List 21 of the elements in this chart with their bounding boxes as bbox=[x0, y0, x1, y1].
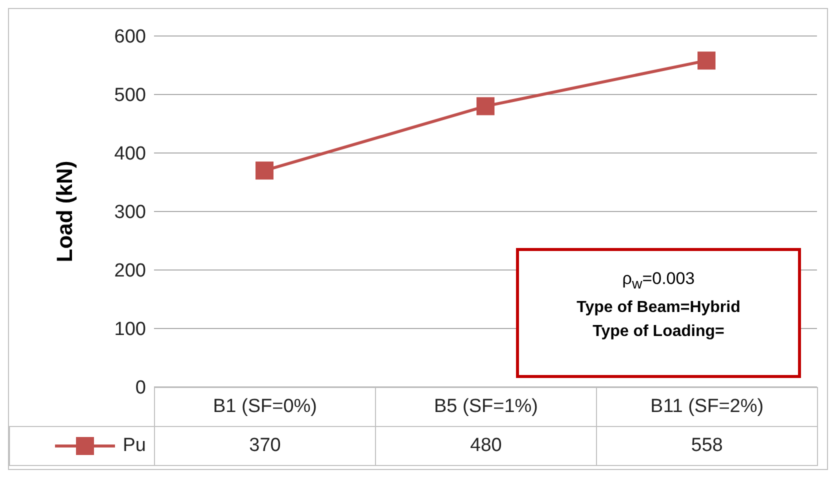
y-tick-label: 200 bbox=[114, 260, 146, 282]
x-tick-label: B1 (SF=0%) bbox=[154, 387, 376, 427]
y-tick-label: 500 bbox=[114, 85, 146, 106]
y-axis-title: Load (kN) bbox=[52, 160, 77, 262]
data-label: 480 bbox=[375, 426, 597, 466]
y-tick-label: 300 bbox=[114, 202, 146, 224]
point bbox=[698, 52, 716, 70]
annotation: Type of Loading= bbox=[592, 322, 726, 342]
x-tick-label: B5 (SF=1%) bbox=[375, 387, 597, 427]
y-tick-label: 400 bbox=[114, 144, 146, 165]
point bbox=[476, 97, 494, 116]
annotation: Type of Beam=Hybrid bbox=[576, 298, 742, 318]
data-label: 370 bbox=[154, 426, 376, 466]
data-label: 558 bbox=[596, 426, 818, 466]
y-tick-label: 600 bbox=[114, 26, 146, 48]
x-tick-label: B11 (SF=2%) bbox=[596, 387, 818, 427]
legend-label: Pu bbox=[122, 435, 146, 457]
y-tick-label: 100 bbox=[114, 319, 146, 340]
annotation: ρ$_{w}$=0.003 bbox=[621, 268, 696, 294]
point bbox=[256, 162, 274, 180]
y-tick-label: 0 bbox=[135, 378, 146, 399]
